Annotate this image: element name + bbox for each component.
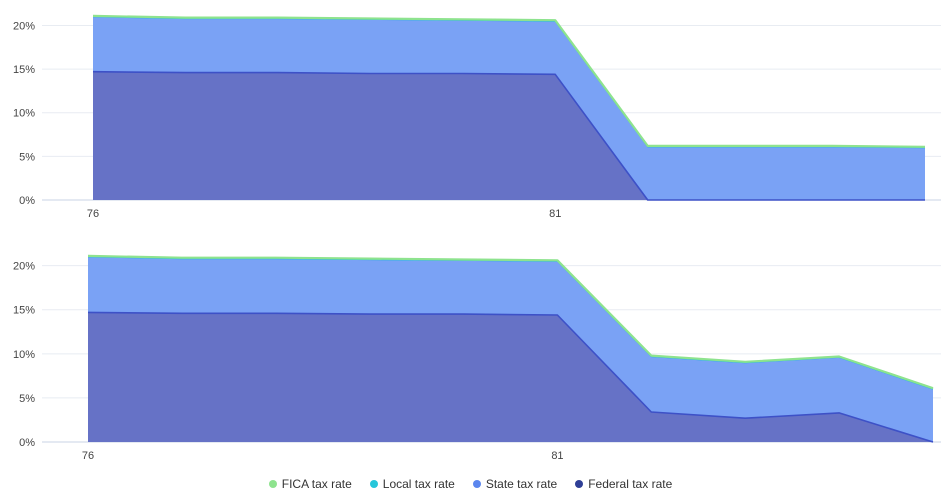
y-tick-label-1-3: 15% <box>13 305 35 317</box>
legend-label-fica: FICA tax rate <box>281 477 352 491</box>
area-federal-tax-rate-0 <box>93 71 925 200</box>
legend-marker-state <box>472 480 481 488</box>
y-tick-label-1-2: 10% <box>13 349 35 361</box>
y-tick-label-1-0: 0% <box>19 437 35 449</box>
y-tick-label-0-2: 10% <box>13 108 35 120</box>
area-state-tax-rate-1 <box>88 256 933 442</box>
legend-marker-fica <box>268 480 277 488</box>
legend-item-federal[interactable]: Federal tax rate <box>575 477 672 491</box>
line-fica-tax-rate-0 <box>92 14 926 148</box>
line-fica-tax-rate-1 <box>87 254 934 390</box>
x-tick-label-1-0: 76 <box>82 450 94 462</box>
y-tick-label-0-4: 20% <box>13 20 35 32</box>
legend-item-local[interactable]: Local tax rate <box>369 477 455 491</box>
area-state-tax-rate-0 <box>93 16 925 201</box>
legend-item-fica[interactable]: FICA tax rate <box>268 477 352 491</box>
x-tick-label-0-0: 76 <box>87 208 99 220</box>
legend-item-state[interactable]: State tax rate <box>472 477 558 491</box>
y-tick-label-0-3: 15% <box>13 64 35 76</box>
area-federal-tax-rate-1 <box>88 312 933 442</box>
x-tick-label-0-5: 81 <box>549 208 561 220</box>
charts-canvas: 0% 5% 10% 15% 20% 76 81 0% 5% 10% 15% 20% 76 81 <box>13 14 941 462</box>
legend-marker-local <box>369 480 378 488</box>
legend-label-federal: Federal tax rate <box>588 477 673 491</box>
y-tick-label-1-4: 20% <box>13 261 35 273</box>
y-tick-label-0-1: 5% <box>19 151 35 163</box>
line-federal-tax-rate-1 <box>87 311 934 443</box>
chart-legend: FICA tax rate Local tax rate State tax r… <box>0 474 941 494</box>
legend-label-local: Local tax rate <box>382 477 455 491</box>
legend-marker-federal <box>575 480 584 488</box>
y-tick-label-1-1: 5% <box>19 393 35 405</box>
x-tick-label-1-5: 81 <box>551 450 563 462</box>
line-federal-tax-rate-0 <box>92 70 925 201</box>
y-tick-label-0-0: 0% <box>19 195 35 207</box>
legend-label-state: State tax rate <box>485 477 558 491</box>
